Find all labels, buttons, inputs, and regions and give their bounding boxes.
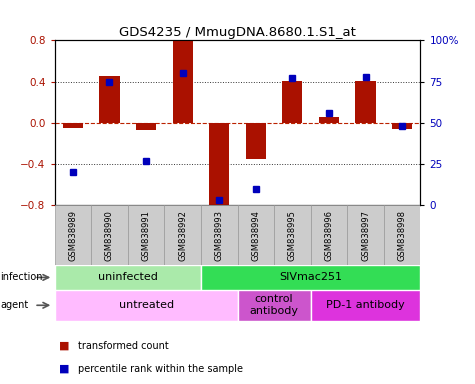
Bar xyxy=(99,76,120,123)
Bar xyxy=(55,205,91,265)
Text: GSM838997: GSM838997 xyxy=(361,210,370,261)
Bar xyxy=(246,123,266,159)
Bar xyxy=(282,81,303,123)
Bar xyxy=(238,290,311,321)
Text: uninfected: uninfected xyxy=(98,272,158,283)
Bar xyxy=(238,205,274,265)
Bar xyxy=(347,205,384,265)
Bar xyxy=(311,290,420,321)
Text: GSM838995: GSM838995 xyxy=(288,210,297,261)
Text: GSM838994: GSM838994 xyxy=(251,210,260,261)
Text: GSM838996: GSM838996 xyxy=(324,210,333,261)
Bar xyxy=(172,41,193,123)
Text: GSM838990: GSM838990 xyxy=(105,210,114,261)
Text: GSM838992: GSM838992 xyxy=(178,210,187,261)
Bar xyxy=(311,205,347,265)
Bar xyxy=(55,265,201,290)
Text: transformed count: transformed count xyxy=(78,341,169,351)
Text: ■: ■ xyxy=(59,341,70,351)
Text: GSM838993: GSM838993 xyxy=(215,210,224,261)
Bar xyxy=(164,205,201,265)
Text: untreated: untreated xyxy=(118,300,174,310)
Text: PD-1 antibody: PD-1 antibody xyxy=(326,300,405,310)
Text: infection: infection xyxy=(0,272,43,283)
Bar xyxy=(392,123,412,129)
Bar xyxy=(63,123,83,128)
Text: percentile rank within the sample: percentile rank within the sample xyxy=(78,364,243,374)
Bar xyxy=(55,290,238,321)
Bar xyxy=(201,265,420,290)
Bar xyxy=(274,205,311,265)
Bar xyxy=(136,123,156,130)
Bar xyxy=(91,205,128,265)
Bar xyxy=(201,205,238,265)
Text: GSM838991: GSM838991 xyxy=(142,210,151,261)
Text: SIVmac251: SIVmac251 xyxy=(279,272,342,283)
Bar xyxy=(128,205,164,265)
Bar xyxy=(319,117,339,123)
Title: GDS4235 / MmugDNA.8680.1.S1_at: GDS4235 / MmugDNA.8680.1.S1_at xyxy=(119,26,356,39)
Bar xyxy=(384,205,420,265)
Text: agent: agent xyxy=(0,300,28,310)
Bar xyxy=(209,123,229,207)
Bar xyxy=(355,81,376,123)
Text: GSM838998: GSM838998 xyxy=(398,210,407,261)
Text: GSM838989: GSM838989 xyxy=(68,210,77,261)
Text: control
antibody: control antibody xyxy=(249,295,299,316)
Text: ■: ■ xyxy=(59,364,70,374)
